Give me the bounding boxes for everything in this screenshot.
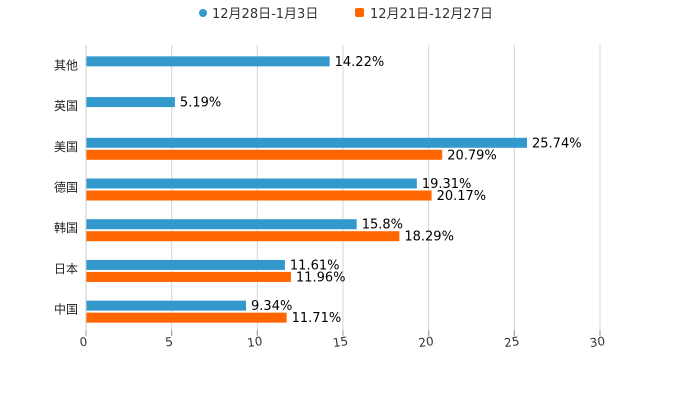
bar-series-2-5[interactable] [86, 271, 291, 282]
bar-series-2-6[interactable] [86, 312, 287, 323]
bar-series-1-4[interactable] [86, 219, 357, 230]
x-tick-label-30: 30 [589, 334, 606, 350]
x-tick-label-15: 15 [332, 334, 349, 350]
bar-series-1-0[interactable] [86, 56, 330, 67]
bars [86, 56, 528, 323]
x-tick-label-10: 10 [246, 334, 263, 350]
data-label-series-2-3: 20.17% [437, 189, 487, 204]
x-tick-label-0: 0 [79, 335, 89, 350]
data-label-series-1-4: 15.8% [362, 218, 403, 233]
category-label-3: 德国 [54, 180, 78, 195]
data-label-series-2-5: 11.96% [296, 270, 346, 285]
bar-series-1-6[interactable] [86, 300, 247, 311]
bar-labels: 14.22% 5.19% 25.74% 20.79% 19.31%20.17% 15.8%… [180, 55, 582, 326]
legend-marker-series-2 [355, 8, 364, 17]
gridlines [171, 45, 601, 335]
x-tick-label-20: 20 [418, 334, 435, 350]
x-axis: 0 5 10 15 20 25 30 [79, 45, 606, 350]
bar-series-2-4[interactable] [86, 231, 400, 242]
data-label-series-1-3: 19.31% [422, 177, 472, 192]
category-label-2: 美国 [54, 140, 78, 154]
legend-item-series-2[interactable]: 12月21日-12月27日 [355, 7, 493, 22]
bar-series-1-1[interactable] [86, 97, 175, 108]
legend-marker-series-1 [199, 9, 207, 17]
category-label-0: 其他 [54, 58, 78, 72]
data-label-series-1-5: 11.61% [290, 258, 340, 273]
data-label-series-1-6: 9.34% [251, 299, 292, 314]
data-label-series-1-2: 25.74% [532, 136, 582, 151]
data-label-series-2-6: 11.71% [292, 311, 342, 326]
legend-label-series-2: 12月21日-12月27日 [370, 7, 493, 22]
x-tick-label-5: 5 [164, 335, 174, 350]
data-label-series-2-4: 18.29% [404, 230, 454, 245]
legend-label-series-1: 12月28日-1月3日 [212, 7, 318, 22]
legend-item-series-1[interactable]: 12月28日-1月3日 [199, 7, 318, 22]
bar-series-2-2[interactable] [86, 149, 443, 160]
data-label-series-2-2: 20.79% [447, 148, 497, 163]
bar-series-1-5[interactable] [86, 259, 285, 270]
category-label-4: 韩国 [54, 220, 78, 235]
bar-series-1-3[interactable] [86, 178, 417, 189]
data-label-series-1-1: 5.19% [180, 96, 221, 111]
category-label-5: 日本 [54, 262, 78, 276]
bar-series-2-3[interactable] [86, 190, 432, 201]
legend: 12月28日-1月3日 12月21日-12月27日 [199, 7, 493, 22]
category-label-1: 英国 [54, 99, 78, 113]
data-label-series-1-0: 14.22% [335, 55, 385, 70]
category-label-6: 中国 [54, 302, 78, 317]
x-tick-label-25: 25 [503, 334, 520, 350]
bar-series-1-2[interactable] [86, 137, 528, 148]
